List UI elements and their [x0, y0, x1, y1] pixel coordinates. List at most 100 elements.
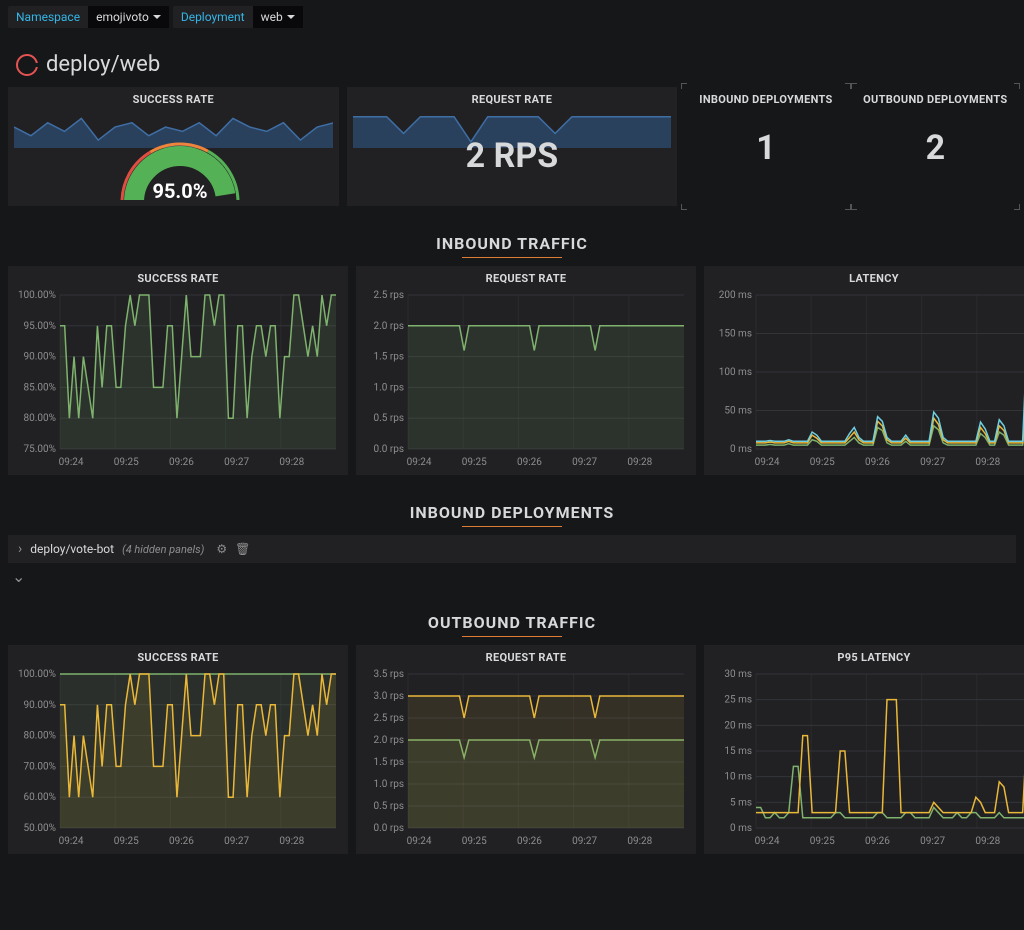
- chevron-down-icon: [153, 15, 161, 19]
- svg-text:0 ms: 0 ms: [730, 444, 752, 455]
- svg-text:09:25: 09:25: [810, 836, 835, 847]
- chart: 0 ms5 ms10 ms15 ms20 ms25 ms30 ms09:2409…: [710, 668, 1024, 848]
- panel-title: SUCCESS RATE: [14, 649, 342, 668]
- inbound-request-rate-panel[interactable]: REQUEST RATE 0.0 rps 0.5 rps 1.0 rps 1.5 rp…: [356, 266, 696, 475]
- section-inbound-traffic[interactable]: INBOUND TRAFFIC: [0, 210, 1024, 262]
- svg-text:50.00%: 50.00%: [24, 823, 56, 834]
- svg-text:09:26: 09:26: [865, 457, 890, 468]
- svg-text:0.0 rps: 0.0 rps: [373, 444, 404, 455]
- outbound-p95-latency-panel[interactable]: P95 LATENCY 0 ms5 ms10 ms15 ms20 ms25 ms…: [704, 645, 1024, 854]
- svg-text:09:26: 09:26: [517, 457, 542, 468]
- outbound-request-rate-panel[interactable]: REQUEST RATE 0.0 rps 0.5 rps 1.0 rps 1.5 rp…: [356, 645, 696, 854]
- gear-icon[interactable]: ⚙: [216, 542, 227, 556]
- svg-text:25 ms: 25 ms: [724, 695, 752, 706]
- section-title: INBOUND TRAFFIC: [8, 234, 1016, 257]
- svg-text:09:25: 09:25: [810, 457, 835, 468]
- rps-body: 2 RPS: [353, 110, 672, 200]
- chart: 0.0 rps0.5 rps1.0 rps1.5 rps2.0 rps2.5 r…: [362, 668, 690, 848]
- trash-icon[interactable]: 🗑: [235, 542, 250, 556]
- variable-topbar: Namespace emojivoto Deployment web: [0, 0, 1024, 34]
- svg-text:09:25: 09:25: [462, 457, 487, 468]
- namespace-value[interactable]: emojivoto: [88, 6, 169, 28]
- chevron-right-icon: [18, 541, 22, 557]
- chart: 50.00%60.00%70.00%80.00%90.00%100.00%09:…: [14, 668, 342, 848]
- panel-title: SUCCESS RATE: [14, 270, 342, 289]
- section-underline: [462, 257, 562, 258]
- deployment-value[interactable]: web: [253, 6, 303, 28]
- svg-text:1.0 rps: 1.0 rps: [373, 382, 404, 393]
- svg-text:0 ms: 0 ms: [730, 823, 752, 834]
- svg-text:09:25: 09:25: [114, 836, 139, 847]
- panel-title: REQUEST RATE: [362, 649, 690, 668]
- svg-text:90.00%: 90.00%: [24, 700, 56, 711]
- inbound-latency-panel[interactable]: LATENCY 0 ms50 ms100 ms150 ms200 ms09:24…: [704, 266, 1024, 475]
- svg-text:70.00%: 70.00%: [24, 761, 56, 772]
- chart: 75.00%80.00%85.00%90.00%95.00%100.00%09:…: [14, 289, 342, 469]
- svg-text:0.5 rps: 0.5 rps: [373, 801, 404, 812]
- inbound-traffic-row: SUCCESS RATE 75.00%80.00%85.00%90.00%95.…: [0, 262, 1024, 479]
- namespace-dropdown[interactable]: Namespace emojivoto: [8, 6, 169, 28]
- svg-text:3.5 rps: 3.5 rps: [373, 669, 404, 680]
- collapsed-row-vote-bot[interactable]: deploy/vote-bot (4 hidden panels) ⚙ 🗑: [8, 535, 1016, 563]
- svg-text:09:27: 09:27: [920, 836, 945, 847]
- svg-text:1.0 rps: 1.0 rps: [373, 779, 404, 790]
- panel-title: REQUEST RATE: [362, 270, 690, 289]
- gauge-body: 95.0%: [14, 110, 333, 200]
- outbound-deploy-count-panel[interactable]: OUTBOUND DEPLOYMENTS 2: [855, 87, 1016, 206]
- svg-text:09:24: 09:24: [59, 836, 84, 847]
- panel-title: SUCCESS RATE: [14, 91, 333, 110]
- svg-text:1.5 rps: 1.5 rps: [373, 757, 404, 768]
- svg-text:10 ms: 10 ms: [724, 772, 752, 783]
- svg-text:20 ms: 20 ms: [724, 720, 752, 731]
- collapse-toggle[interactable]: [0, 567, 1024, 589]
- svg-text:100.00%: 100.00%: [18, 290, 56, 301]
- chevron-down-icon: [12, 571, 25, 585]
- panel-title: REQUEST RATE: [353, 91, 672, 110]
- svg-text:2.0 rps: 2.0 rps: [373, 321, 404, 332]
- panel-title: OUTBOUND DEPLOYMENTS: [861, 91, 1010, 110]
- svg-text:09:26: 09:26: [865, 836, 890, 847]
- svg-text:09:26: 09:26: [169, 836, 194, 847]
- request-rate-panel[interactable]: REQUEST RATE 2 RPS: [347, 87, 678, 206]
- svg-text:150 ms: 150 ms: [719, 329, 752, 340]
- svg-text:09:24: 09:24: [59, 457, 84, 468]
- svg-text:0.5 rps: 0.5 rps: [373, 413, 404, 424]
- svg-text:09:27: 09:27: [572, 836, 597, 847]
- section-title: OUTBOUND TRAFFIC: [8, 613, 1016, 636]
- svg-text:09:27: 09:27: [920, 457, 945, 468]
- outbound-success-rate-panel[interactable]: SUCCESS RATE 50.00%60.00%70.00%80.00%90.…: [8, 645, 348, 854]
- svg-text:95.0%: 95.0%: [152, 179, 207, 200]
- outbound-traffic-row: SUCCESS RATE 50.00%60.00%70.00%80.00%90.…: [0, 641, 1024, 858]
- svg-text:1.5 rps: 1.5 rps: [373, 352, 404, 363]
- svg-text:80.00%: 80.00%: [24, 731, 56, 742]
- chart: 0 ms50 ms100 ms150 ms200 ms09:2409:2509:…: [710, 289, 1024, 469]
- svg-text:09:28: 09:28: [975, 836, 1000, 847]
- deployment-dropdown[interactable]: Deployment web: [173, 6, 303, 28]
- page-title: deploy/web: [46, 52, 160, 77]
- gauge: 95.0%: [14, 110, 333, 200]
- svg-text:2.5 rps: 2.5 rps: [373, 713, 404, 724]
- svg-text:100.00%: 100.00%: [18, 669, 56, 680]
- svg-text:50 ms: 50 ms: [724, 406, 752, 417]
- inbound-deploy-count: 1: [691, 110, 840, 186]
- section-underline: [462, 526, 562, 527]
- section-inbound-deployments[interactable]: INBOUND DEPLOYMENTS: [0, 479, 1024, 531]
- svg-text:0.0 rps: 0.0 rps: [373, 823, 404, 834]
- success-rate-panel[interactable]: SUCCESS RATE 95.0%: [8, 87, 339, 206]
- svg-text:09:25: 09:25: [114, 457, 139, 468]
- svg-text:09:27: 09:27: [224, 836, 249, 847]
- section-underline: [462, 636, 562, 637]
- outbound-deploy-count: 2: [861, 110, 1010, 186]
- svg-text:5 ms: 5 ms: [730, 797, 752, 808]
- inbound-success-rate-panel[interactable]: SUCCESS RATE 75.00%80.00%85.00%90.00%95.…: [8, 266, 348, 475]
- deployment-label: Deployment: [173, 6, 253, 28]
- section-outbound-traffic[interactable]: OUTBOUND TRAFFIC: [0, 589, 1024, 641]
- row-name: deploy/vote-bot: [30, 542, 114, 556]
- svg-text:95.00%: 95.00%: [24, 321, 56, 332]
- linkerd-logo-icon: [16, 54, 38, 76]
- svg-text:3.0 rps: 3.0 rps: [373, 691, 404, 702]
- svg-text:200 ms: 200 ms: [719, 290, 752, 301]
- svg-text:85.00%: 85.00%: [24, 382, 56, 393]
- inbound-deploy-count-panel[interactable]: INBOUND DEPLOYMENTS 1: [685, 87, 846, 206]
- panel-title: LATENCY: [710, 270, 1024, 289]
